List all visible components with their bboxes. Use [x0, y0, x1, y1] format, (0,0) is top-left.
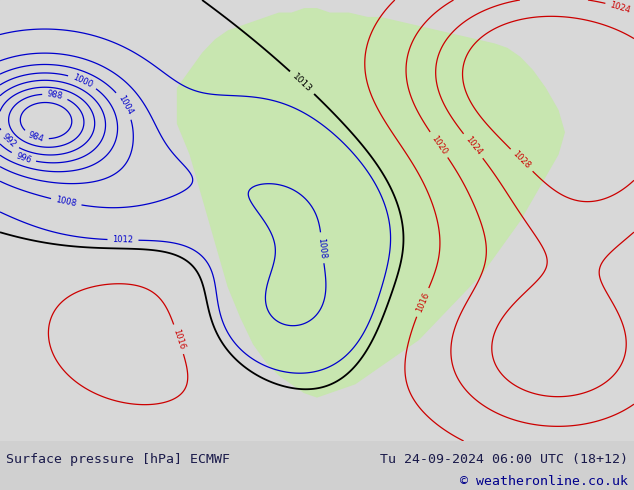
- Text: 1008: 1008: [316, 237, 328, 259]
- Text: 1020: 1020: [429, 134, 449, 156]
- Text: 1024: 1024: [609, 0, 631, 15]
- Text: 1028: 1028: [511, 149, 533, 171]
- Text: 1008: 1008: [55, 196, 77, 209]
- Text: 1012: 1012: [112, 235, 134, 245]
- Text: 1004: 1004: [116, 94, 134, 117]
- Text: 1000: 1000: [71, 73, 94, 89]
- Text: 992: 992: [0, 132, 17, 149]
- Text: Surface pressure [hPa] ECMWF: Surface pressure [hPa] ECMWF: [6, 453, 230, 466]
- Text: 988: 988: [46, 89, 64, 101]
- Text: 1016: 1016: [171, 328, 186, 351]
- Text: 996: 996: [15, 151, 32, 165]
- Text: 1013: 1013: [290, 72, 314, 94]
- Text: Tu 24-09-2024 06:00 UTC (18+12): Tu 24-09-2024 06:00 UTC (18+12): [380, 453, 628, 466]
- Text: © weatheronline.co.uk: © weatheronline.co.uk: [460, 474, 628, 488]
- Text: 1016: 1016: [415, 291, 431, 314]
- Polygon shape: [178, 9, 564, 397]
- Text: 984: 984: [27, 130, 45, 144]
- Text: 1024: 1024: [463, 135, 483, 157]
